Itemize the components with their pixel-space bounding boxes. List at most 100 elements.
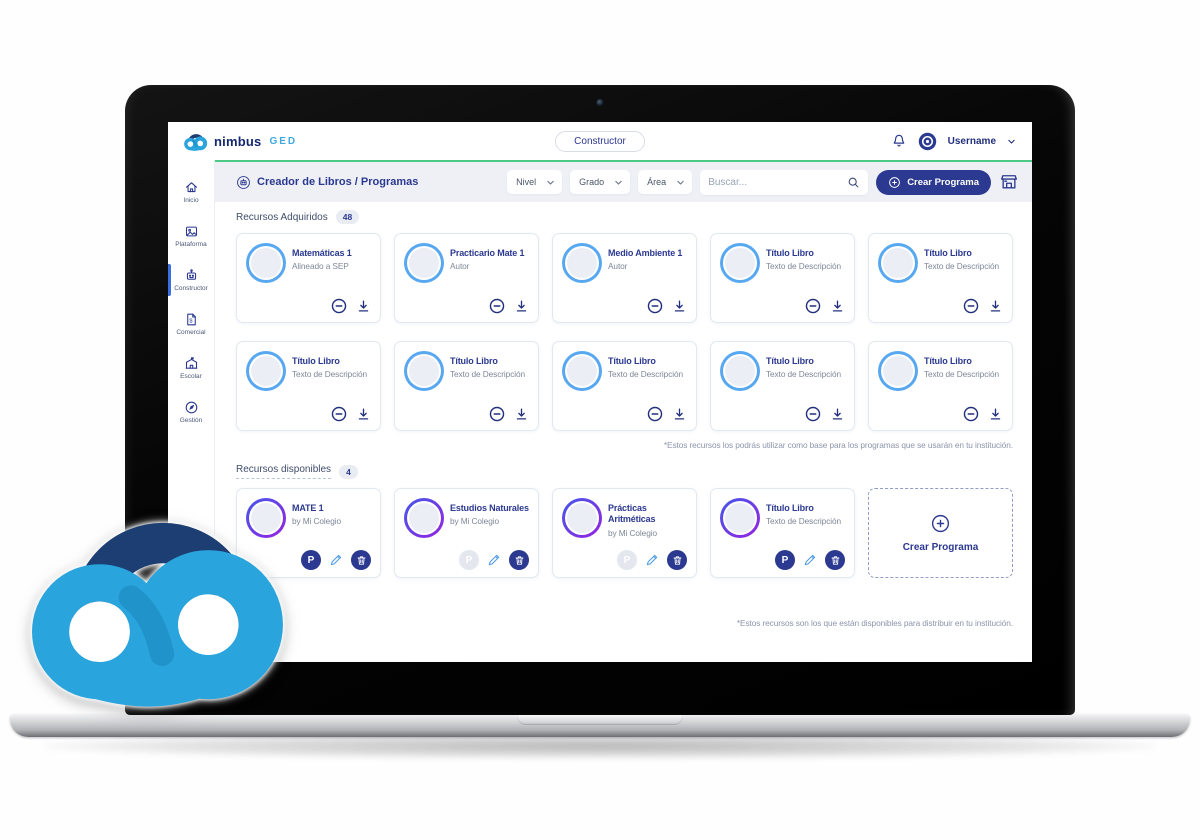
grado-filter-select[interactable]: Grado: [570, 170, 631, 194]
resource-thumbnail: [246, 351, 286, 391]
available-section-header: Recursos disponibles 4: [236, 464, 1013, 479]
svg-text:$: $: [189, 318, 193, 324]
create-program-button[interactable]: Crear Programa: [876, 169, 991, 195]
download-resource-icon[interactable]: [514, 299, 529, 314]
search-icon[interactable]: [847, 176, 860, 189]
download-resource-icon[interactable]: [672, 407, 687, 422]
remove-resource-icon[interactable]: [488, 405, 506, 423]
resource-title: Título Libro: [450, 356, 498, 366]
remove-resource-icon[interactable]: [646, 297, 664, 315]
plus-circle-icon: [931, 514, 950, 533]
resource-thumbnail: [720, 243, 760, 283]
school-icon: [185, 357, 197, 369]
acquired-resource-card[interactable]: Practicario Mate 1 Autor: [394, 233, 539, 323]
acquired-resource-card[interactable]: Título Libro Texto de Descripción: [394, 341, 539, 431]
download-resource-icon[interactable]: [356, 407, 371, 422]
app-window: nimbus GED Constructor Username: [168, 122, 1032, 662]
available-footnote: *Estos recursos son los que están dispon…: [736, 618, 1013, 628]
remove-resource-icon[interactable]: [804, 297, 822, 315]
resource-thumbnail: [404, 351, 444, 391]
top-navbar: nimbus GED Constructor Username: [168, 122, 1032, 160]
available-resource-card[interactable]: Prácticas Aritméticas by Mi Colegio P: [552, 488, 697, 578]
publish-badge[interactable]: P: [775, 550, 795, 570]
download-resource-icon[interactable]: [830, 407, 845, 422]
laptop-shadow: [45, 733, 1155, 759]
delete-trash-icon[interactable]: [667, 550, 687, 570]
available-count-badge: 4: [339, 464, 358, 479]
sidebar-item-escolar[interactable]: Escolar: [168, 346, 214, 390]
remove-resource-icon[interactable]: [488, 297, 506, 315]
constructor-tab-button[interactable]: Constructor: [555, 130, 645, 152]
sidebar-item-comercial[interactable]: $ Comercial: [168, 302, 214, 346]
user-avatar[interactable]: [918, 132, 937, 151]
download-resource-icon[interactable]: [830, 299, 845, 314]
document-dollar-icon: $: [186, 313, 196, 326]
remove-resource-icon[interactable]: [330, 297, 348, 315]
resource-subtitle: Texto de Descripción: [924, 369, 1000, 380]
delete-trash-icon[interactable]: [509, 550, 529, 570]
resource-subtitle: Alineado a SEP: [292, 261, 349, 272]
acquired-resource-card[interactable]: Medio Ambiente 1 Autor: [552, 233, 697, 323]
resource-thumbnail: [720, 498, 760, 538]
available-section-title: Recursos disponibles: [236, 464, 332, 479]
nivel-filter-select[interactable]: Nivel: [507, 170, 563, 194]
remove-resource-icon[interactable]: [646, 405, 664, 423]
search-box: [700, 169, 869, 195]
resource-subtitle: Texto de Descripción: [450, 369, 526, 380]
acquired-resource-card[interactable]: Título Libro Texto de Descripción: [710, 233, 855, 323]
creator-robot-icon: [237, 175, 250, 189]
publish-badge[interactable]: P: [301, 550, 321, 570]
acquired-card-grid: Matemáticas 1 Alineado a SEP Practicario…: [236, 233, 1013, 431]
sidebar-item-plataforma[interactable]: Plataforma: [168, 214, 214, 258]
delete-trash-icon[interactable]: [351, 550, 371, 570]
brand-suffix: GED: [269, 135, 298, 147]
remove-resource-icon[interactable]: [330, 405, 348, 423]
robot-icon: [186, 269, 196, 280]
download-resource-icon[interactable]: [672, 299, 687, 314]
edit-pencil-icon[interactable]: [487, 553, 501, 567]
publish-badge[interactable]: P: [617, 550, 637, 570]
resource-title: Título Libro: [766, 503, 814, 513]
download-resource-icon[interactable]: [356, 299, 371, 314]
notifications-bell-icon[interactable]: [891, 133, 907, 149]
nimbus-cloud-icon: [184, 132, 208, 151]
available-resource-card[interactable]: MATE 1 by Mi Colegio P: [236, 488, 381, 578]
search-input[interactable]: [708, 176, 842, 188]
acquired-resource-card[interactable]: Título Libro Texto de Descripción: [868, 233, 1013, 323]
acquired-resource-card[interactable]: Título Libro Texto de Descripción: [552, 341, 697, 431]
sidebar-item-constructor[interactable]: Constructor: [168, 258, 214, 302]
remove-resource-icon[interactable]: [804, 405, 822, 423]
acquired-resource-card[interactable]: Título Libro Texto de Descripción: [236, 341, 381, 431]
chevron-down-icon: [677, 180, 684, 185]
laptop-base: [10, 714, 1190, 737]
chevron-down-icon[interactable]: [1007, 137, 1016, 146]
sidebar-item-gestion[interactable]: Gestión: [168, 390, 214, 434]
remove-resource-icon[interactable]: [962, 297, 980, 315]
download-resource-icon[interactable]: [988, 407, 1003, 422]
page-title-group: Creador de Libros / Programas: [236, 175, 418, 190]
acquired-resource-card[interactable]: Título Libro Texto de Descripción: [868, 341, 1013, 431]
resource-title: Matemáticas 1: [292, 248, 352, 258]
resource-thumbnail: [878, 243, 918, 283]
brand-logo[interactable]: nimbus GED: [184, 132, 297, 151]
resource-thumbnail: [562, 498, 602, 538]
publish-badge[interactable]: P: [459, 550, 479, 570]
store-icon[interactable]: [999, 172, 1019, 192]
edit-pencil-icon[interactable]: [329, 553, 343, 567]
acquired-resource-card[interactable]: Título Libro Texto de Descripción: [710, 341, 855, 431]
acquired-resource-card[interactable]: Matemáticas 1 Alineado a SEP: [236, 233, 381, 323]
sidebar-item-inicio[interactable]: Inicio: [168, 170, 214, 214]
username-label[interactable]: Username: [947, 135, 996, 147]
create-program-card[interactable]: Crear Programa: [868, 488, 1013, 578]
area-filter-select[interactable]: Área: [638, 170, 693, 194]
resource-thumbnail: [404, 243, 444, 283]
edit-pencil-icon[interactable]: [645, 553, 659, 567]
delete-trash-icon[interactable]: [825, 550, 845, 570]
available-resource-card[interactable]: Estudios Naturales by Mi Colegio P: [394, 488, 539, 578]
download-resource-icon[interactable]: [988, 299, 1003, 314]
download-resource-icon[interactable]: [514, 407, 529, 422]
resource-title: Título Libro: [924, 356, 972, 366]
available-resource-card[interactable]: Título Libro Texto de Descripción P: [710, 488, 855, 578]
remove-resource-icon[interactable]: [962, 405, 980, 423]
edit-pencil-icon[interactable]: [803, 553, 817, 567]
